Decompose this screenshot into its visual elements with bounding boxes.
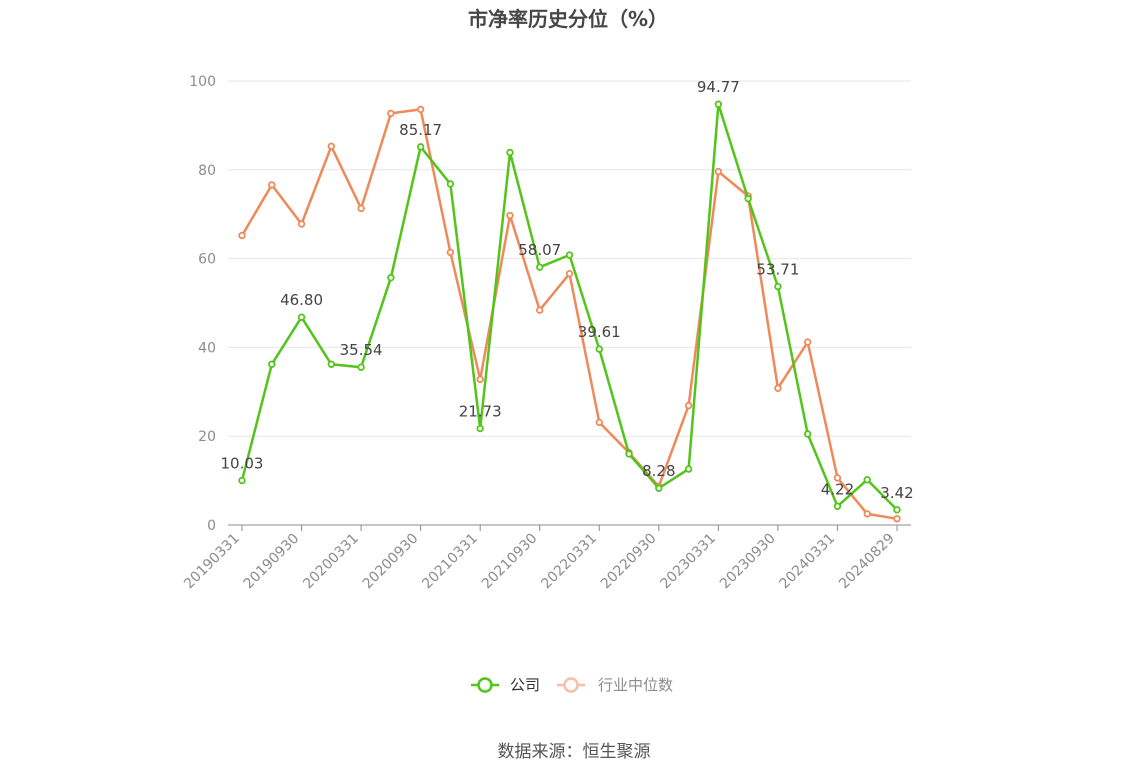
y-tick-label: 100 bbox=[189, 74, 216, 90]
x-tick-label: 20220930 bbox=[598, 531, 660, 593]
y-tick-label: 20 bbox=[198, 429, 216, 445]
data-point[interactable] bbox=[863, 510, 871, 518]
data-point[interactable] bbox=[595, 418, 603, 427]
data-point[interactable] bbox=[297, 313, 306, 321]
data-label: 8.28 bbox=[642, 462, 675, 480]
data-point[interactable] bbox=[565, 251, 574, 259]
data-point[interactable] bbox=[863, 476, 871, 484]
data-point[interactable] bbox=[476, 424, 484, 433]
data-point[interactable] bbox=[684, 465, 693, 473]
legend-item[interactable]: 行业中位数 bbox=[557, 676, 673, 694]
data-labels: 10.03 46.80 35.54 85.17 21.73 58.07 39.61 8.28 9… bbox=[221, 78, 914, 502]
x-tick-label: 20220331 bbox=[538, 531, 600, 593]
x-tick-label: 20210930 bbox=[479, 531, 541, 593]
data-point[interactable] bbox=[684, 401, 693, 410]
data-point[interactable] bbox=[714, 167, 723, 176]
data-point[interactable] bbox=[595, 345, 603, 353]
data-point[interactable] bbox=[416, 143, 425, 151]
data-point[interactable] bbox=[416, 105, 425, 114]
data-point[interactable] bbox=[565, 269, 574, 278]
x-tick-label: 20190930 bbox=[241, 531, 303, 593]
data-label: 39.61 bbox=[578, 323, 621, 341]
data-label: 10.03 bbox=[221, 454, 264, 472]
x-tick-label: 20240331 bbox=[777, 531, 839, 593]
series bbox=[238, 100, 901, 523]
y-tick-label: 40 bbox=[198, 340, 216, 356]
data-point[interactable] bbox=[833, 502, 842, 510]
data-label: 53.71 bbox=[756, 261, 799, 279]
x-tick-label: 20230930 bbox=[717, 531, 779, 593]
x-tick-label: 20190331 bbox=[181, 531, 243, 593]
data-point[interactable] bbox=[536, 263, 544, 271]
data-point[interactable] bbox=[268, 360, 276, 368]
x-axis: 2019033120190930202003312020093020210331… bbox=[181, 524, 911, 593]
data-point[interactable] bbox=[297, 220, 306, 228]
x-tick-label: 20200930 bbox=[360, 531, 422, 593]
data-point[interactable] bbox=[714, 100, 723, 108]
y-tick-label: 60 bbox=[198, 252, 216, 268]
data-label: 4.22 bbox=[821, 480, 854, 498]
data-point[interactable] bbox=[357, 363, 365, 371]
legend-label: 公司 bbox=[510, 676, 540, 694]
data-point[interactable] bbox=[774, 384, 782, 392]
legend-marker bbox=[477, 677, 493, 693]
data-point[interactable] bbox=[744, 194, 752, 203]
data-point[interactable] bbox=[803, 430, 812, 438]
data-point[interactable] bbox=[327, 142, 336, 150]
data-point[interactable] bbox=[893, 515, 901, 523]
x-tick-label: 20230331 bbox=[657, 531, 719, 593]
legend-item[interactable]: 公司 bbox=[471, 676, 540, 694]
data-point[interactable] bbox=[506, 211, 514, 220]
data-point[interactable] bbox=[268, 181, 276, 189]
series-line bbox=[240, 108, 898, 521]
data-point[interactable] bbox=[238, 231, 246, 240]
data-point[interactable] bbox=[506, 148, 514, 157]
data-label: 3.42 bbox=[880, 484, 913, 502]
data-point[interactable] bbox=[387, 109, 395, 118]
data-point[interactable] bbox=[893, 506, 901, 514]
data-point[interactable] bbox=[387, 273, 395, 282]
data-point[interactable] bbox=[446, 180, 455, 188]
data-label: 85.17 bbox=[399, 121, 442, 139]
y-axis: 0 20 40 60 80 100 bbox=[189, 74, 216, 534]
data-label: 58.07 bbox=[518, 241, 561, 259]
y-tick-label: 80 bbox=[198, 163, 216, 179]
x-tick-label: 20210331 bbox=[419, 531, 481, 593]
data-point[interactable] bbox=[536, 306, 544, 314]
data-point[interactable] bbox=[833, 474, 842, 482]
data-point[interactable] bbox=[238, 476, 246, 485]
legend-marker bbox=[563, 677, 579, 693]
data-point[interactable] bbox=[803, 338, 812, 346]
source-note: 数据来源：恒生聚源 bbox=[498, 742, 651, 762]
data-point[interactable] bbox=[655, 484, 663, 492]
x-tick-label: 20200331 bbox=[300, 531, 362, 593]
data-label: 35.54 bbox=[340, 341, 383, 359]
legend-label: 行业中位数 bbox=[598, 676, 673, 694]
legend[interactable]: 公司 行业中位数 bbox=[471, 676, 673, 694]
data-point[interactable] bbox=[476, 375, 484, 384]
series-0 bbox=[238, 100, 901, 514]
x-tick-label: 20240829 bbox=[836, 531, 898, 593]
data-label: 21.73 bbox=[459, 403, 502, 421]
series-1 bbox=[238, 105, 901, 523]
data-point[interactable] bbox=[625, 450, 633, 458]
y-tick-label: 0 bbox=[207, 518, 216, 534]
data-point[interactable] bbox=[774, 282, 782, 291]
data-point[interactable] bbox=[446, 248, 455, 257]
data-point[interactable] bbox=[357, 204, 365, 213]
data-label: 46.80 bbox=[280, 291, 323, 309]
data-point[interactable] bbox=[327, 360, 336, 368]
data-label: 94.77 bbox=[697, 78, 740, 96]
chart-title: 市净率历史分位（%） bbox=[468, 7, 668, 31]
